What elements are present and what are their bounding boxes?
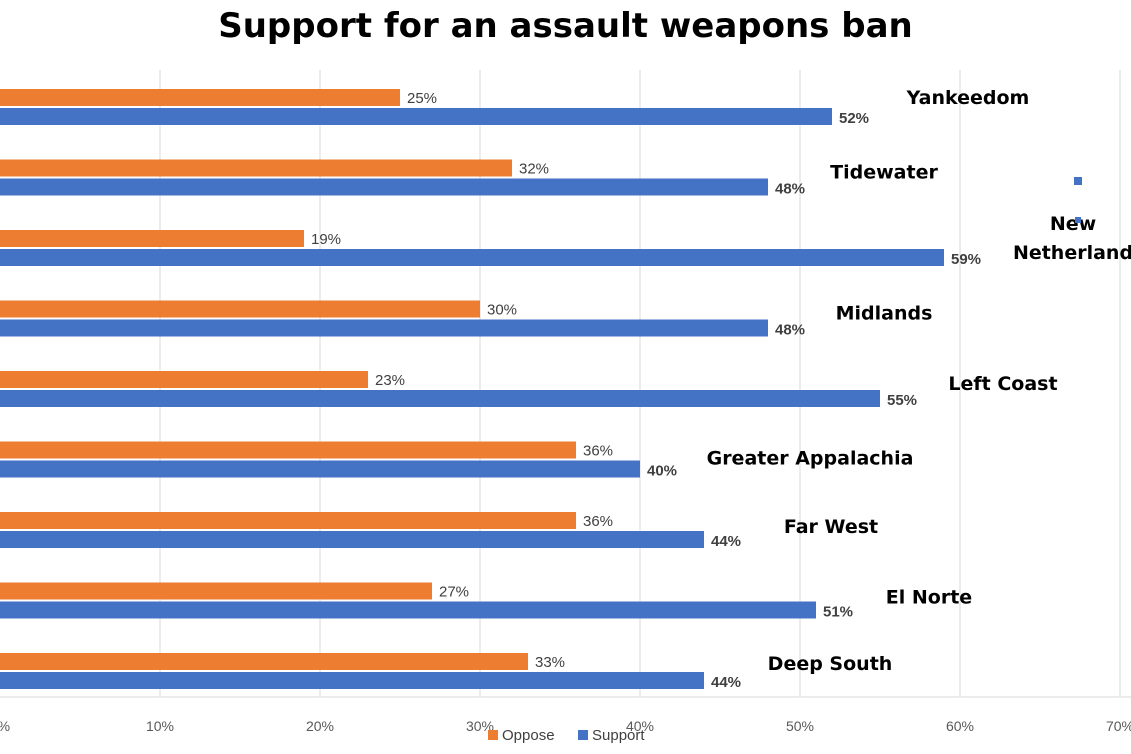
legend-swatch-support — [578, 730, 588, 740]
legend-swatch-oppose — [488, 730, 498, 740]
data-label-oppose: 32% — [519, 161, 549, 178]
bar-oppose — [0, 441, 576, 459]
category-label: Midlands — [836, 303, 933, 325]
data-label-oppose: 25% — [407, 90, 437, 107]
category-label: Far West — [784, 516, 878, 538]
category-label-line: Left Coast — [948, 373, 1057, 395]
category-label-line: Greater Appalachia — [707, 448, 914, 470]
marker-square — [1075, 217, 1081, 223]
category-label: Tidewater — [830, 162, 938, 184]
x-tick-label: 10% — [146, 718, 174, 734]
data-label-oppose: 27% — [439, 584, 469, 601]
legend-label-support: Support — [592, 727, 645, 744]
bar-support — [0, 319, 768, 337]
category-label-line: Far West — [784, 516, 878, 538]
category-label: Yankeedom — [906, 87, 1030, 109]
category-label-line: Yankeedom — [906, 87, 1030, 109]
data-label-support: 52% — [839, 110, 869, 127]
bar-oppose — [0, 582, 432, 600]
x-tick-label: 20% — [306, 718, 334, 734]
legend-label-oppose: Oppose — [502, 727, 555, 744]
data-label-support: 44% — [711, 674, 741, 691]
category-label: Deep South — [768, 653, 893, 675]
bar-oppose — [0, 230, 304, 247]
category-label: New Netherland — [1013, 213, 1131, 264]
data-label-support: 48% — [775, 322, 805, 339]
category-label-line: New — [1050, 213, 1096, 235]
bar-oppose — [0, 512, 576, 529]
category-label: El Norte — [886, 587, 972, 609]
category-label-line: Tidewater — [830, 162, 938, 184]
bar-oppose — [0, 159, 512, 177]
x-tick-label: 60% — [946, 718, 974, 734]
x-tick-label: 40% — [626, 718, 654, 734]
category-label-line: Netherland — [1013, 242, 1131, 264]
x-tick-label: 50% — [786, 718, 814, 734]
data-label-oppose: 30% — [487, 302, 517, 319]
bar-support — [0, 601, 816, 619]
data-label-support: 55% — [887, 392, 917, 409]
bar-support — [0, 531, 704, 548]
data-label-support: 51% — [823, 604, 853, 621]
x-tick-label: 70% — [1106, 718, 1131, 734]
bar-support — [0, 108, 832, 125]
marker-square — [1074, 177, 1082, 185]
data-label-oppose: 36% — [583, 443, 613, 460]
x-tick-label: 30% — [466, 718, 494, 734]
data-label-oppose: 33% — [535, 654, 565, 671]
data-label-oppose: 23% — [375, 372, 405, 389]
bar-oppose — [0, 89, 400, 106]
bar-support — [0, 249, 944, 266]
data-label-support: 48% — [775, 181, 805, 198]
data-label-oppose: 36% — [583, 513, 613, 530]
data-label-support: 59% — [951, 251, 981, 268]
category-label: Left Coast — [948, 373, 1057, 395]
chart-title: Support for an assault weapons ban — [218, 6, 913, 46]
x-tick-label: 0% — [0, 718, 10, 734]
bar-support — [0, 672, 704, 689]
bar-oppose — [0, 653, 528, 670]
data-label-support: 40% — [647, 463, 677, 480]
category-label-line: El Norte — [886, 587, 972, 609]
data-label-oppose: 19% — [311, 231, 341, 248]
category-label-line: Deep South — [768, 653, 893, 675]
bar-oppose — [0, 371, 368, 388]
category-label-line: Midlands — [836, 303, 933, 325]
bar-support — [0, 460, 640, 478]
bar-support — [0, 178, 768, 196]
category-label: Greater Appalachia — [707, 448, 914, 470]
bar-support — [0, 390, 880, 407]
data-label-support: 44% — [711, 533, 741, 550]
bar-oppose — [0, 300, 480, 318]
